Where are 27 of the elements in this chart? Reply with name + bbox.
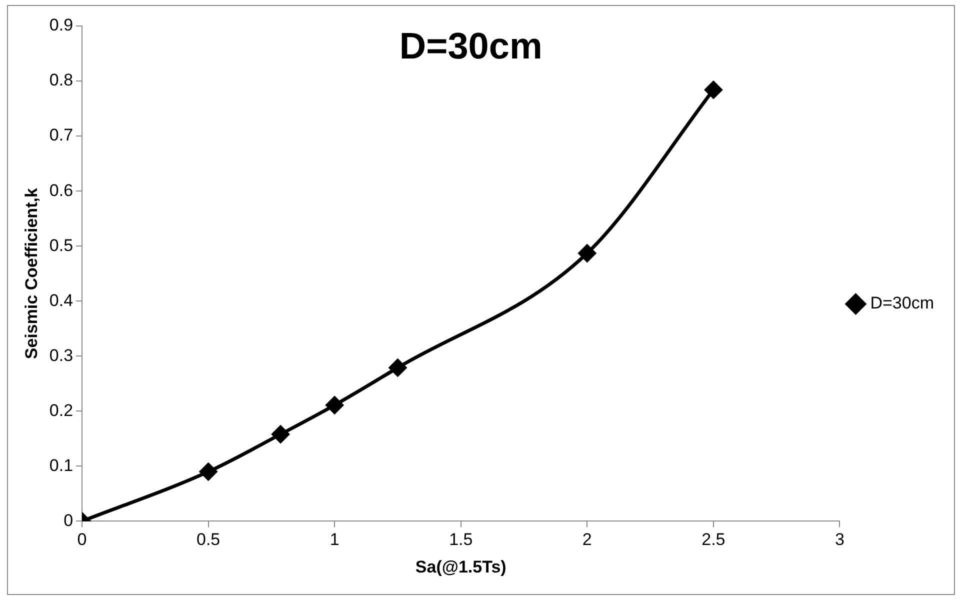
y-tick-label: 0.7 xyxy=(49,126,74,145)
point xyxy=(326,396,344,414)
x-tick-label: 2.5 xyxy=(702,530,726,550)
y-tick-label: 0 xyxy=(64,510,74,530)
point xyxy=(200,462,218,480)
y-tick-label: 0.8 xyxy=(49,70,74,90)
y-tick-label: 0.6 xyxy=(49,180,74,200)
y-tick-label: 0.5 xyxy=(49,236,74,255)
point xyxy=(272,426,290,444)
y-tick-label: 0.3 xyxy=(49,346,74,365)
x-tick-label: 0.5 xyxy=(196,530,220,550)
x-tick-label: 2 xyxy=(582,530,592,550)
y-tick-label: 0.2 xyxy=(49,400,74,420)
y-tick-label: 0.1 xyxy=(49,456,74,475)
legend-label: D=30cm xyxy=(870,294,934,313)
point xyxy=(388,358,406,376)
y-tick-label: 0.4 xyxy=(49,290,74,310)
x-tick-label: 1.5 xyxy=(449,530,473,550)
x-axis-title: Sa(@1.5Ts) xyxy=(415,557,506,576)
x-tick-label: 3 xyxy=(834,530,844,550)
point xyxy=(704,81,722,99)
x-tick-label: 1 xyxy=(330,530,340,550)
chart-title: D=30cm xyxy=(399,26,542,67)
y-axis-title: Seismic Coefficient,k xyxy=(22,188,41,360)
x-tick-label: 0 xyxy=(77,530,87,550)
point xyxy=(578,244,596,262)
y-tick-label: 0.9 xyxy=(49,16,74,35)
